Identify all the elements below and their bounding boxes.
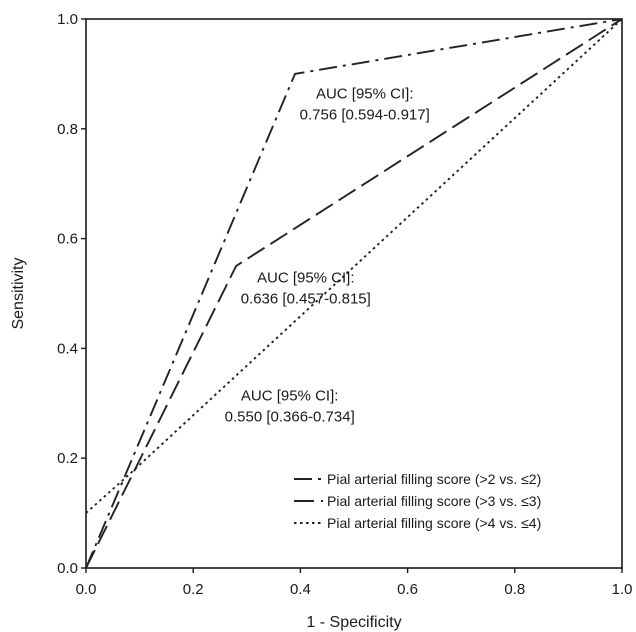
- x-tick-label: 1.0: [612, 581, 633, 598]
- axes: 0.0 0.2 0.4 0.6 0.8 1.0 0.0 0.2 0.4 0.6 0.8 1.0: [57, 11, 632, 598]
- legend-label: Pial arterial filling score (>3 vs. ≤3): [327, 493, 541, 509]
- plot-frame: [85, 18, 623, 569]
- x-tick-label: 0.8: [504, 581, 525, 598]
- y-tick-label: 0.2: [57, 450, 78, 467]
- auc-annotation-value: 0.636 [0.457-0.815]: [241, 291, 371, 308]
- x-axis-label: 1 - Specificity: [306, 614, 401, 631]
- y-tick-label: 0.8: [57, 121, 78, 138]
- y-tick-label: 0.4: [57, 340, 78, 357]
- auc-annotation-value: 0.756 [0.594-0.917]: [300, 107, 430, 124]
- auc-annotation-label: AUC [95% CI]:: [257, 270, 355, 287]
- x-tick-label: 0.0: [76, 581, 97, 598]
- legend-item: Pial arterial filling score (>3 vs. ≤3): [294, 493, 541, 509]
- legend-label: Pial arterial filling score (>4 vs. ≤4): [327, 515, 541, 531]
- series-line-3: [85, 18, 623, 514]
- x-tick-label: 0.4: [290, 581, 311, 598]
- x-tick-label: 0.6: [397, 581, 418, 598]
- y-tick-label: 1.0: [57, 11, 78, 28]
- y-tick-label: 0.0: [57, 560, 78, 577]
- auc-annotation: AUC [95% CI]: 0.756 [0.594-0.917]: [300, 86, 430, 124]
- legend-label: Pial arterial filling score (>2 vs. ≤2): [327, 471, 541, 487]
- legend-item: Pial arterial filling score (>2 vs. ≤2): [294, 471, 541, 487]
- y-tick-label: 0.6: [57, 231, 78, 248]
- y-axis-label: Sensitivity: [10, 257, 27, 329]
- auc-annotation-value: 0.550 [0.366-0.734]: [225, 409, 355, 426]
- x-tick-label: 0.2: [183, 581, 204, 598]
- auc-annotation-label: AUC [95% CI]:: [316, 86, 414, 103]
- auc-annotation-label: AUC [95% CI]:: [241, 388, 339, 405]
- series-layer: [85, 18, 623, 569]
- auc-annotation: AUC [95% CI]: 0.636 [0.457-0.815]: [241, 270, 371, 308]
- legend: Pial arterial filling score (>2 vs. ≤2) P…: [294, 471, 541, 531]
- series-line-1: [85, 18, 623, 569]
- legend-item: Pial arterial filling score (>4 vs. ≤4): [294, 515, 541, 531]
- annotation-layer: AUC [95% CI]:0.756 [0.594-0.917]AUC [95%…: [225, 86, 430, 426]
- auc-annotation: AUC [95% CI]: 0.550 [0.366-0.734]: [225, 388, 355, 426]
